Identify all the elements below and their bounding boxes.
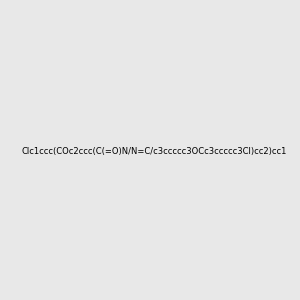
Text: Clc1ccc(COc2ccc(C(=O)N/N=C/c3ccccc3OCc3ccccc3Cl)cc2)cc1: Clc1ccc(COc2ccc(C(=O)N/N=C/c3ccccc3OCc3c… [21, 147, 286, 156]
